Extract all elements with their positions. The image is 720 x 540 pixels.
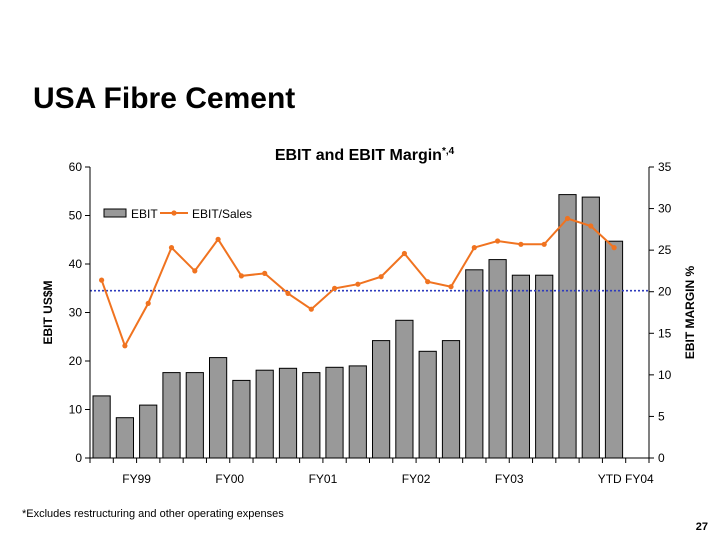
bar-ebit xyxy=(604,240,624,459)
ebit-sales-point xyxy=(262,270,268,276)
y-tick-label-left: 40 xyxy=(69,257,83,271)
ebit-sales-point xyxy=(168,245,175,251)
ebit-sales-point xyxy=(471,245,477,251)
x-tick-label: FY03 xyxy=(495,472,524,486)
y-axis-title-right: EBIT MARGIN % xyxy=(683,266,697,360)
bar-ebit xyxy=(255,369,274,459)
ebit-sales-point xyxy=(518,241,524,247)
legend-marker-ebit-sales xyxy=(171,210,177,216)
y-tick-label-right: 30 xyxy=(658,202,672,216)
bar-ebit xyxy=(488,259,507,459)
bar-ebit xyxy=(209,357,228,459)
page-number: 27 xyxy=(695,521,708,533)
slide-title: USA Fibre Cement xyxy=(33,82,296,115)
bar-ebit xyxy=(115,417,135,459)
ebit-sales-point xyxy=(401,250,407,257)
ebit-sales-point xyxy=(238,273,244,279)
y-axis-title-left: EBIT US$M xyxy=(41,280,55,344)
y-tick-label-right: 35 xyxy=(658,160,672,174)
bar-ebit xyxy=(535,274,554,459)
y-tick-label-right: 0 xyxy=(658,451,665,465)
bar-ebit xyxy=(581,196,600,459)
y-tick-label-right: 5 xyxy=(658,409,665,423)
bar-ebit xyxy=(395,319,414,459)
ebit-sales-point xyxy=(285,290,291,296)
bar-ebit xyxy=(372,340,391,459)
bar-ebit xyxy=(418,350,437,459)
ebit-sales-point xyxy=(495,238,501,244)
ebit-sales-point xyxy=(611,245,617,251)
legend-label-ebit: EBIT xyxy=(131,207,158,221)
bar-ebit xyxy=(92,395,111,459)
bar-ebit xyxy=(325,366,344,459)
y-tick-label-right: 20 xyxy=(658,285,672,299)
ebit-sales-point xyxy=(378,274,384,280)
x-tick-label: FY01 xyxy=(309,472,338,486)
bar-ebit xyxy=(441,340,461,459)
ebit-sales-point xyxy=(332,285,338,291)
y-tick-label-left: 60 xyxy=(69,160,83,174)
bar-ebit xyxy=(465,269,484,459)
ebit-sales-point xyxy=(541,241,547,247)
bar-ebit xyxy=(278,367,298,459)
ebit-sales-point xyxy=(99,277,105,283)
bar-ebit xyxy=(185,372,204,459)
bar-ebit xyxy=(232,379,251,459)
y-tick-label-right: 25 xyxy=(658,243,672,257)
footnote: *Excludes restructuring and other operat… xyxy=(22,508,284,520)
ebit-sales-point xyxy=(588,223,594,229)
chart-title-superscript: *,4 xyxy=(442,146,455,157)
legend-swatch-ebit xyxy=(103,208,127,218)
bar-ebit xyxy=(348,365,367,459)
ebit-sales-point xyxy=(448,284,454,290)
bar-ebit xyxy=(139,404,158,459)
bar-ebit xyxy=(162,372,181,459)
y-tick-label-left: 10 xyxy=(69,403,83,417)
ebit-sales-point xyxy=(122,343,128,349)
ebit-sales-point xyxy=(145,300,151,306)
ebit-sales-point xyxy=(308,306,314,312)
ebit-sales-point xyxy=(192,268,198,274)
legend-label-ebit-sales: EBIT/Sales xyxy=(192,207,252,221)
y-tick-label-right: 15 xyxy=(658,326,672,340)
chart-title: EBIT and EBIT Margin*,4 xyxy=(275,146,455,164)
y-tick-label-left: 50 xyxy=(69,209,83,223)
y-tick-label-left: 20 xyxy=(69,354,83,368)
ebit-sales-point xyxy=(564,215,571,222)
bar-ebit xyxy=(302,372,321,459)
y-tick-label-left: 30 xyxy=(69,306,83,320)
bar-ebit xyxy=(558,194,577,459)
y-tick-label-left: 0 xyxy=(75,451,82,465)
ebit-sales-point xyxy=(215,236,221,242)
x-tick-label: FY02 xyxy=(402,472,431,486)
y-tick-label-right: 10 xyxy=(658,368,672,382)
ebit-margin-chart: EBIT and EBIT Margin*,4 0 10 20 30 40 50 60 0 5 10… xyxy=(41,146,697,486)
bar-ebit xyxy=(511,274,530,459)
x-tick-label: YTD FY04 xyxy=(598,472,654,486)
ebit-sales-point xyxy=(355,281,361,287)
ebit-sales-point xyxy=(425,279,431,285)
x-tick-label: FY00 xyxy=(215,472,244,486)
x-tick-label: FY99 xyxy=(122,472,151,486)
